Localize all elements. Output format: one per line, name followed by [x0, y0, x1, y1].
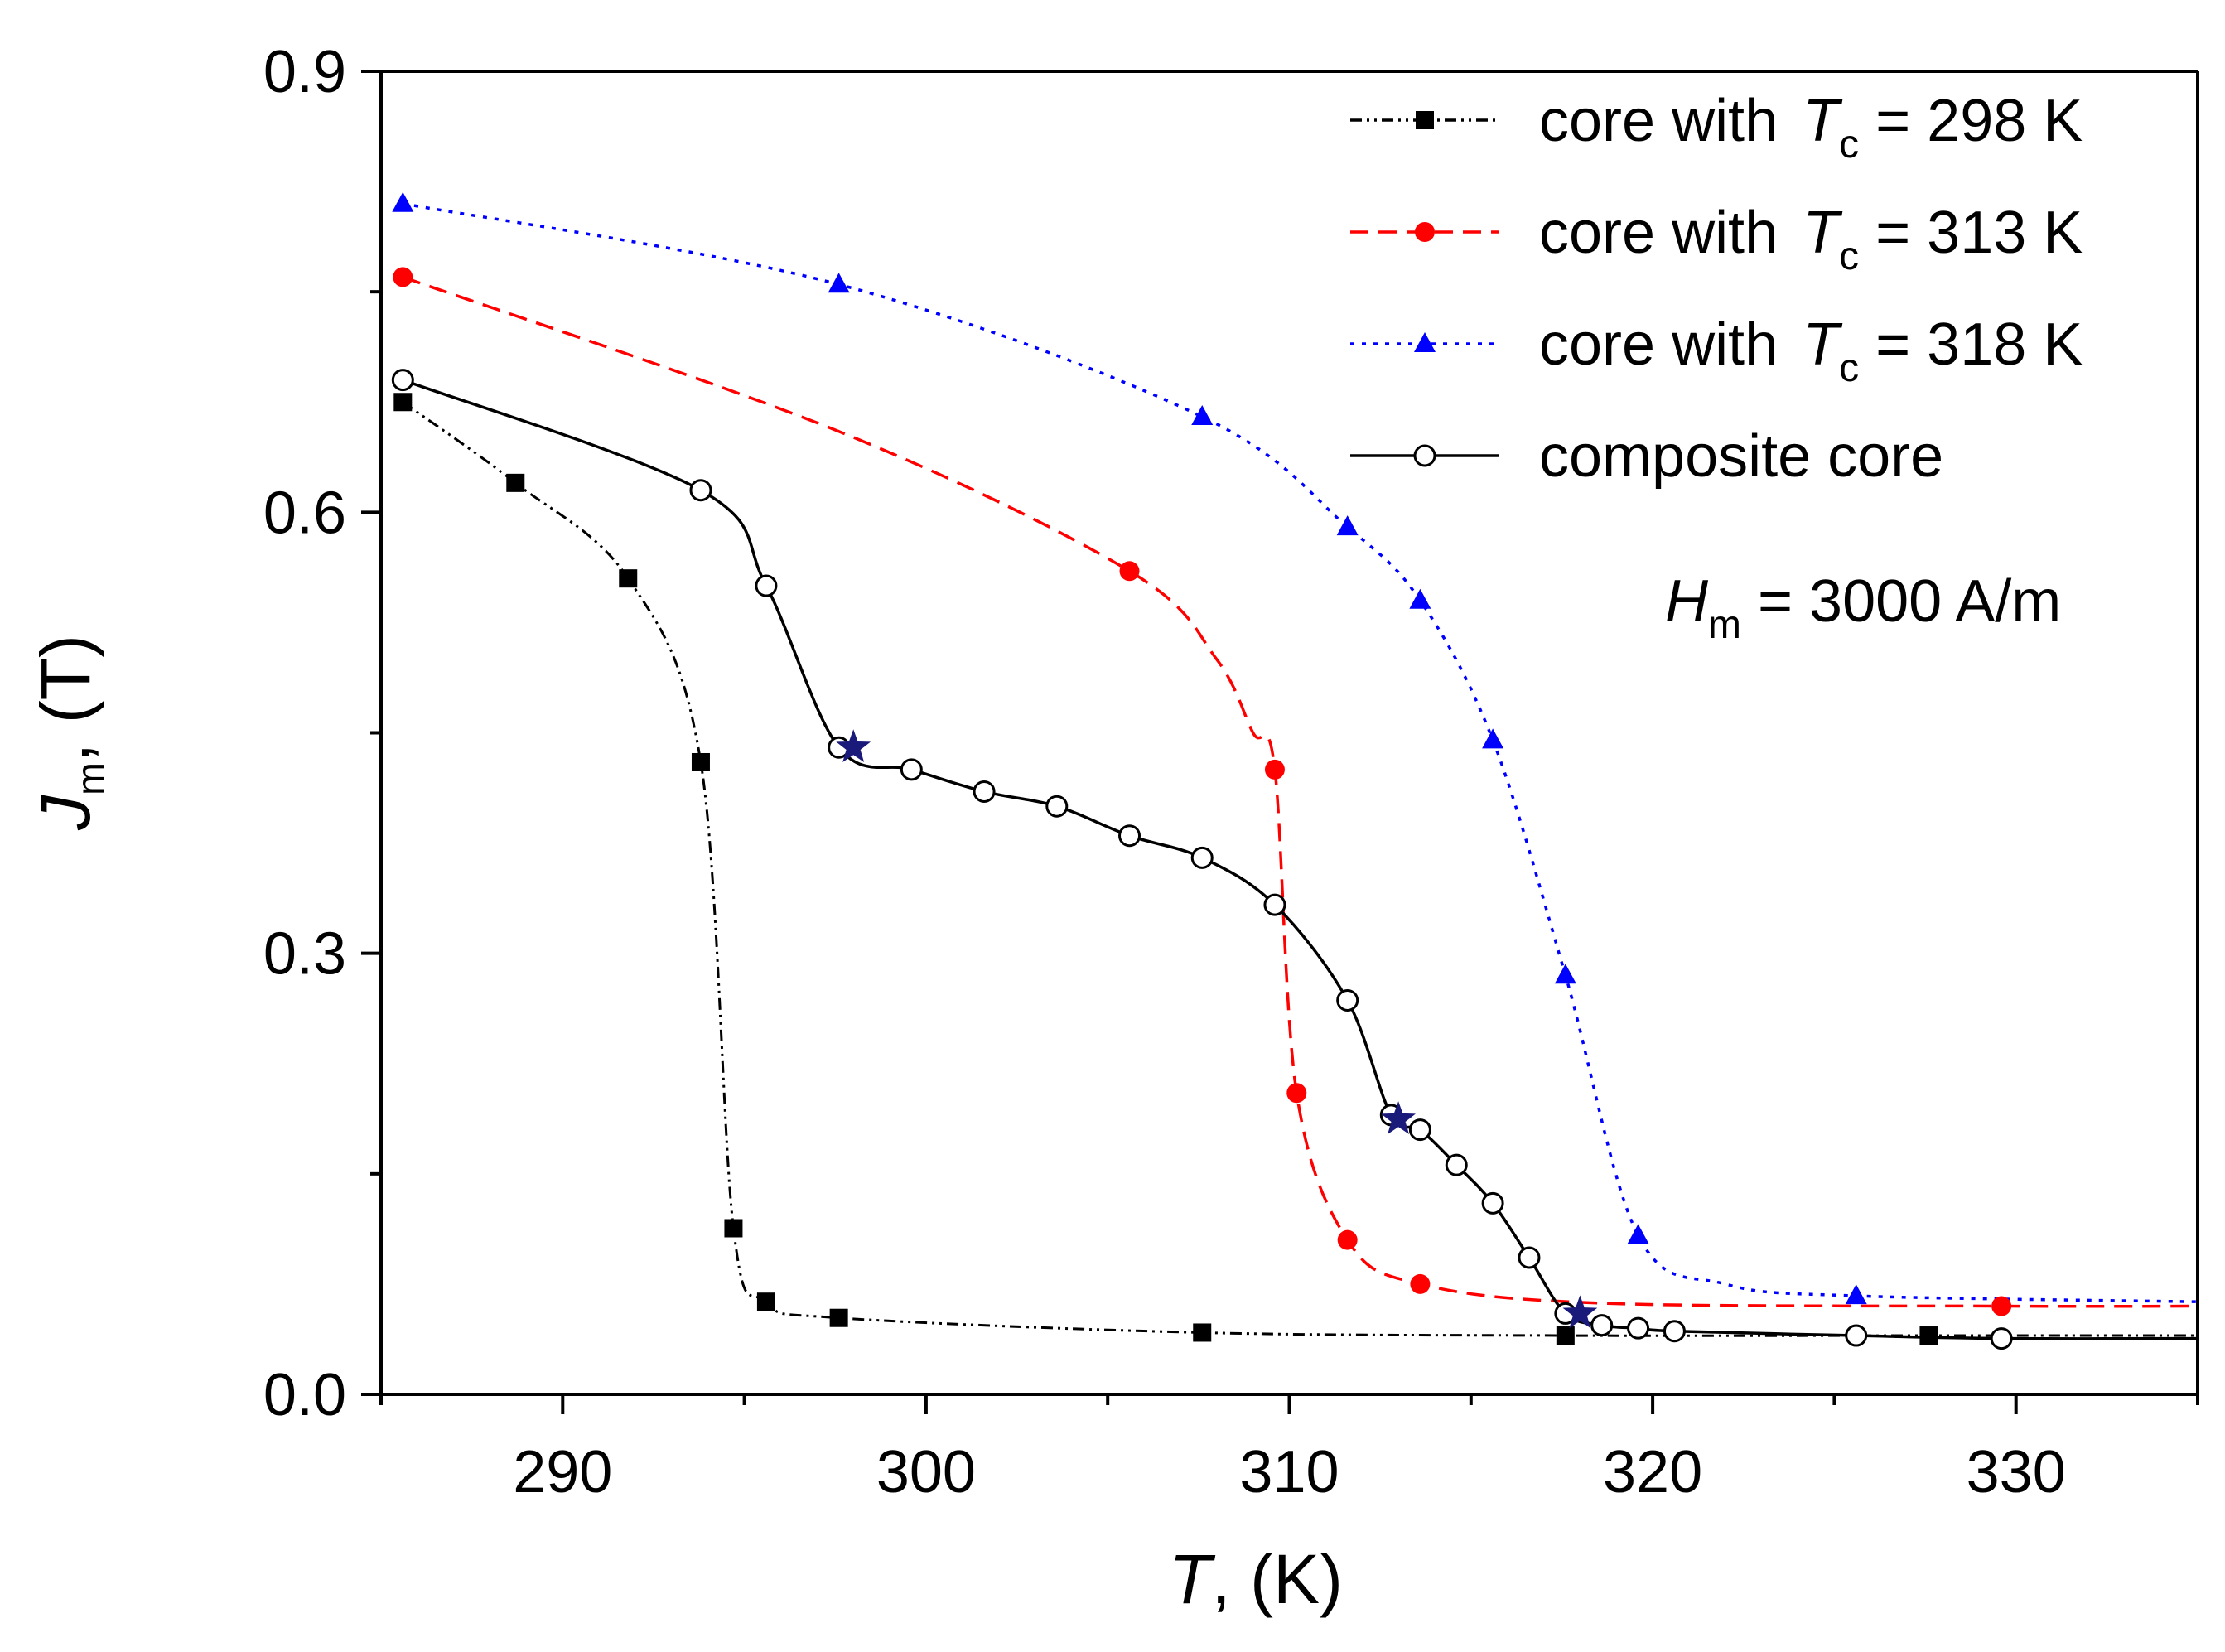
legend-label-tc313: core with Tc = 313 K: [1539, 200, 2083, 278]
x-tick-label: 310: [1239, 1439, 1339, 1505]
data-point-tc298: [393, 393, 413, 412]
data-point-tc318: [1409, 588, 1431, 609]
data-point-tc298: [829, 1308, 848, 1327]
x-tick-label: 300: [876, 1439, 976, 1505]
series-line-tc318: [402, 201, 2198, 1303]
data-point-tc298: [506, 473, 525, 492]
data-point-tc313: [393, 267, 413, 287]
x-tick-label: 330: [1967, 1439, 2066, 1505]
data-point-composite: [1045, 795, 1069, 818]
legend-marker-tc313: [1415, 222, 1435, 242]
data-point-composite: [755, 574, 778, 597]
legend-marker-tc298: [1416, 111, 1434, 129]
data-point-tc298: [691, 752, 710, 771]
legend-label-tc318: core with Tc = 318 K: [1539, 312, 2083, 390]
data-point-tc298: [1193, 1323, 1212, 1342]
x-tick-label: 320: [1603, 1439, 1702, 1505]
star-marker: [836, 729, 871, 762]
data-point-composite: [1336, 988, 1359, 1012]
data-point-composite: [1445, 1153, 1468, 1176]
data-point-tc318: [1191, 404, 1214, 425]
y-tick-label: 0.6: [263, 480, 346, 546]
data-point-tc313: [1991, 1296, 2012, 1316]
field-annotation-rest: = 3000 A/m: [1741, 568, 2061, 635]
y-axis-title-unit: , (T): [27, 635, 104, 762]
series-line-composite: [402, 378, 2198, 1340]
data-point-composite: [1190, 846, 1214, 869]
legend-marker-composite: [1413, 444, 1436, 467]
tick-layer: 290 300 310 320 330 0.0 0.3 0.6 0.9: [263, 39, 2199, 1505]
data-point-tc318: [1336, 515, 1359, 536]
data-point-composite: [1845, 1324, 1868, 1347]
marker-layer: [391, 191, 2013, 1350]
x-axis-title-var: T: [1169, 1540, 1216, 1618]
series-line-tc298: [402, 401, 2198, 1337]
data-point-tc318: [1554, 964, 1576, 984]
data-point-tc318: [1627, 1224, 1649, 1244]
x-axis-title-unit: , (K): [1211, 1540, 1343, 1618]
data-point-composite: [391, 369, 414, 392]
legend: core with Tc = 298 K core with Tc = 313 K…: [1350, 88, 2083, 490]
data-point-composite: [973, 780, 996, 803]
data-point-composite: [1263, 893, 1286, 916]
data-point-composite: [1990, 1327, 2013, 1350]
data-point-tc298: [1556, 1326, 1575, 1345]
data-point-tc313: [1119, 561, 1140, 582]
data-point-tc318: [392, 191, 414, 212]
data-point-tc298: [619, 569, 638, 588]
y-axis-title-var: J: [27, 795, 104, 831]
legend-marker-tc318: [1414, 332, 1436, 352]
data-point-tc313: [1286, 1083, 1307, 1104]
data-point-composite: [1590, 1314, 1614, 1337]
x-tick-label: 290: [513, 1439, 612, 1505]
series-line-tc313: [402, 275, 2198, 1308]
y-axis-title-sub: m: [70, 762, 113, 795]
star-marker: [1562, 1295, 1598, 1329]
data-point-tc313: [1337, 1229, 1358, 1250]
x-axis-title: T, (K): [1169, 1540, 1343, 1618]
data-point-composite: [1118, 824, 1141, 848]
field-annotation-var: H: [1665, 568, 1709, 635]
data-point-composite: [1481, 1191, 1504, 1215]
y-tick-label: 0.3: [263, 921, 346, 988]
data-point-tc318: [828, 273, 850, 293]
y-tick-label: 0.0: [263, 1362, 346, 1428]
data-point-composite: [1627, 1316, 1650, 1340]
data-point-composite: [689, 479, 712, 502]
legend-label-composite: composite core: [1539, 423, 1943, 490]
y-tick-label: 0.9: [263, 39, 346, 105]
data-point-composite: [1518, 1246, 1541, 1269]
y-axis-title: Jm, (T): [27, 635, 113, 831]
data-point-tc313: [1264, 759, 1285, 780]
data-point-tc298: [1919, 1326, 1938, 1345]
data-point-tc313: [1410, 1273, 1431, 1294]
data-point-tc318: [1482, 728, 1504, 749]
legend-label-tc298: core with Tc = 298 K: [1539, 88, 2083, 167]
data-point-tc298: [756, 1292, 775, 1311]
data-point-tc318: [1845, 1284, 1867, 1305]
star-marker: [1381, 1101, 1416, 1134]
field-annotation: Hm = 3000 A/m: [1665, 568, 2061, 647]
data-point-composite: [1408, 1118, 1431, 1142]
data-point-composite: [1663, 1320, 1686, 1343]
data-point-composite: [900, 758, 923, 781]
field-annotation-sub: m: [1708, 603, 1741, 647]
data-point-tc298: [724, 1219, 743, 1238]
